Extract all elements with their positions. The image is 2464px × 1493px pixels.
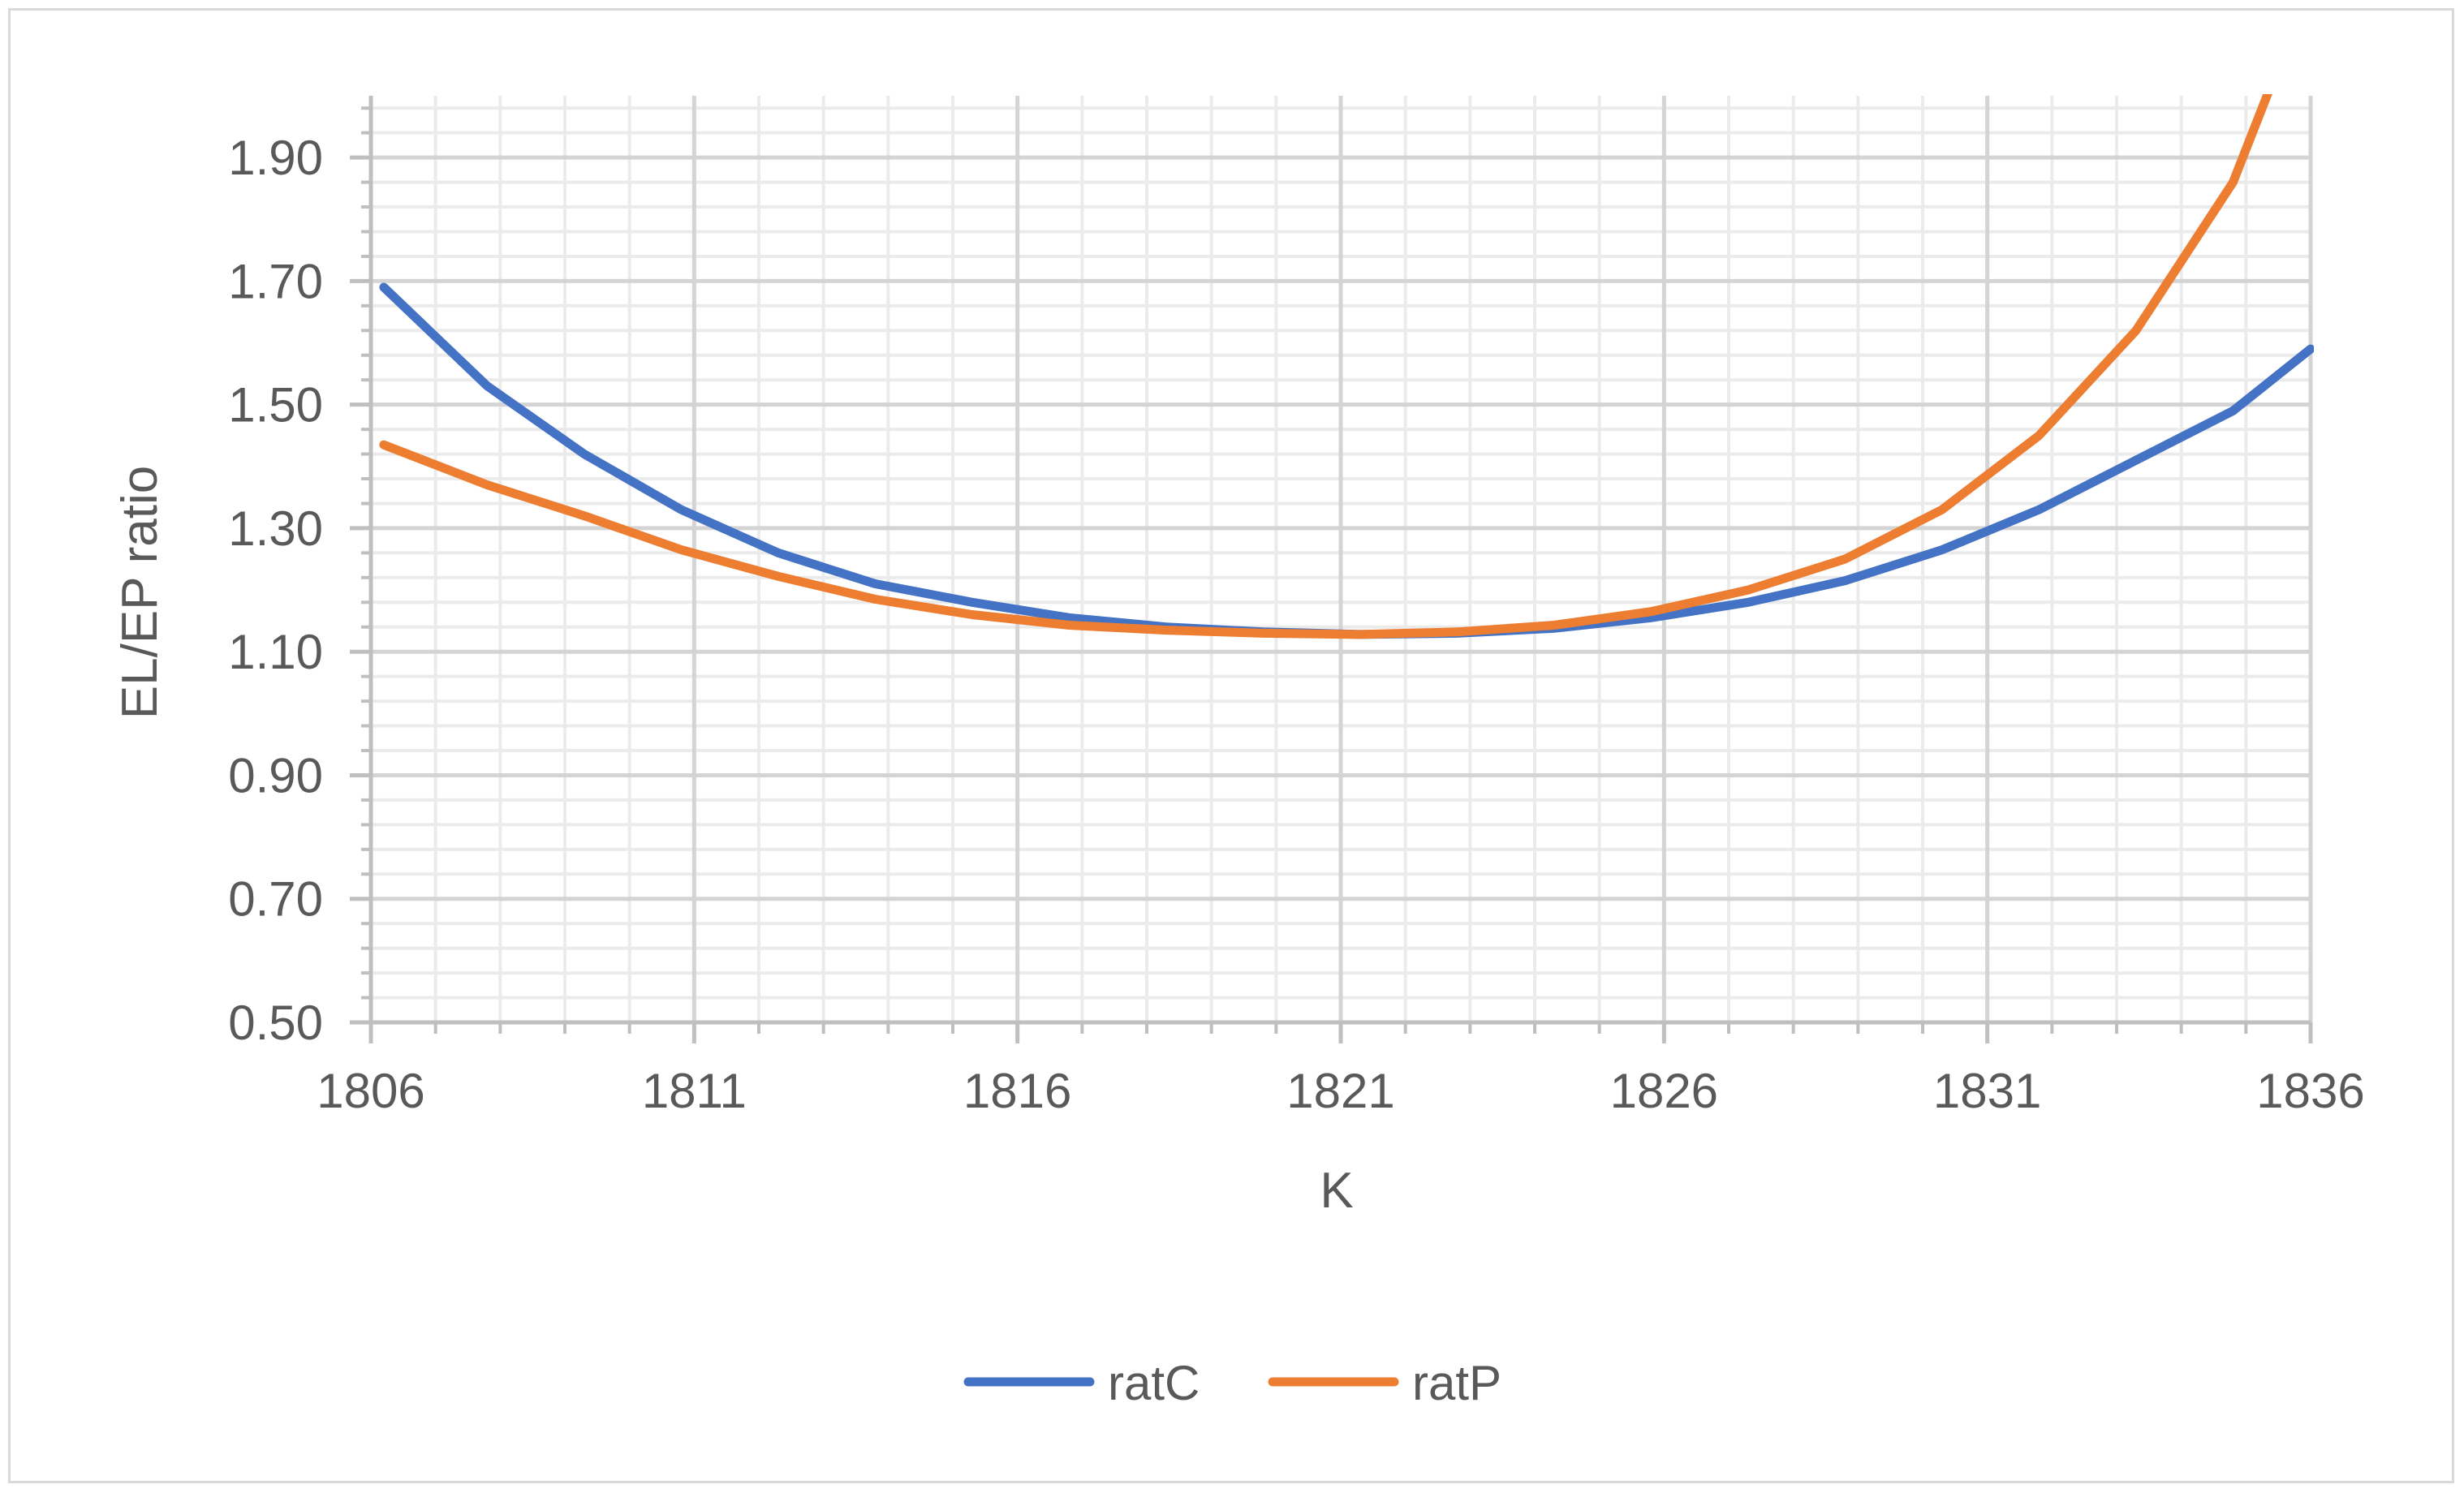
y-tick-labels: 0.50 0.70 0.90 1.10 1.30 1.50 1.70 1.90 bbox=[228, 131, 323, 1050]
x-tick-label: 1826 bbox=[1610, 1064, 1718, 1118]
x-tick-labels: 1806 1811 1816 1821 1826 1831 1836 bbox=[317, 1064, 2364, 1118]
series-line-ratC bbox=[379, 282, 2314, 639]
y-tick-label: 1.10 bbox=[228, 625, 323, 679]
x-axis-label: K bbox=[1320, 1163, 1353, 1219]
y-tick-label: 1.70 bbox=[228, 254, 323, 308]
x-tick-label: 1811 bbox=[642, 1064, 747, 1118]
y-tick-label: 0.90 bbox=[228, 748, 323, 802]
axes bbox=[350, 96, 2313, 1043]
y-tick-label: 0.50 bbox=[228, 996, 323, 1050]
legend-label-ratP: ratP bbox=[1412, 1356, 1501, 1410]
y-axis-label: EL/EP ratio bbox=[112, 466, 168, 719]
x-tick-label: 1816 bbox=[963, 1064, 1071, 1118]
y-tick-label: 1.30 bbox=[228, 501, 323, 556]
y-tick-label: 0.70 bbox=[228, 872, 323, 927]
y-tick-label: 1.50 bbox=[228, 378, 323, 432]
legend: ratC ratP bbox=[963, 1356, 1501, 1410]
y-tick-label: 1.90 bbox=[228, 131, 323, 185]
x-tick-label: 1821 bbox=[1286, 1064, 1394, 1118]
legend-label-ratC: ratC bbox=[1108, 1356, 1200, 1410]
major-gridlines bbox=[368, 96, 2313, 1025]
x-tick-label: 1836 bbox=[2256, 1064, 2364, 1118]
series-line-ratP bbox=[379, 94, 2272, 639]
line-chart: 0.50 0.70 0.90 1.10 1.30 1.50 1.70 1.90 1806 181… bbox=[112, 94, 2365, 1410]
x-tick-label: 1806 bbox=[317, 1064, 424, 1118]
chart-area: 0.50 0.70 0.90 1.10 1.30 1.50 1.70 1.90 1806 181… bbox=[8, 8, 2454, 1483]
series-lines bbox=[379, 94, 2314, 639]
x-tick-label: 1831 bbox=[1933, 1064, 2041, 1118]
